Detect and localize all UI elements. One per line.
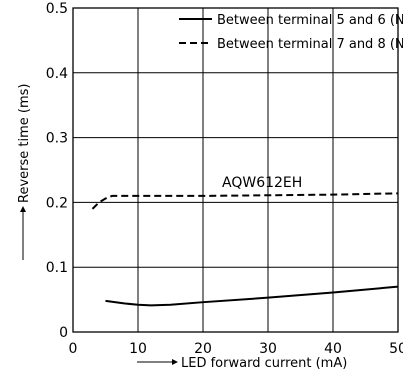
series-layer bbox=[91, 192, 399, 307]
y-tick-label: 0.5 bbox=[46, 1, 68, 17]
legend-layer: Between terminal 5 and 6 (N.O.) Between t… bbox=[179, 13, 403, 52]
x-tick-label: 30 bbox=[259, 341, 277, 357]
x-tick-label: 10 bbox=[129, 341, 147, 357]
y-tick-label: 0.4 bbox=[46, 66, 68, 82]
x-axis-label: LED forward current (mA) bbox=[181, 356, 347, 371]
x-tick-label: 50 bbox=[389, 341, 403, 357]
annotation-label: AQW612EH bbox=[222, 175, 302, 191]
x-tick-label: 0 bbox=[69, 341, 78, 357]
y-tick-label: 0.2 bbox=[46, 195, 68, 211]
y-tick-label: 0.3 bbox=[46, 131, 68, 147]
legend-label-1: Between terminal 5 and 6 (N.O.) bbox=[217, 13, 403, 28]
axes-layer bbox=[72, 7, 399, 333]
y-axis-label: Reverse time (ms) bbox=[17, 84, 32, 203]
label-layer: AQW612EH LED forward current (mA) Reverse … bbox=[17, 84, 347, 371]
x-tick-label: 40 bbox=[324, 341, 342, 357]
x-tick-label: 20 bbox=[194, 341, 212, 357]
x-axis-arrow-head bbox=[172, 359, 178, 365]
plot-frame bbox=[72, 7, 399, 333]
y-tick-label: 0 bbox=[59, 325, 68, 341]
ticks-layer: 0 10 20 30 40 50 0 0.1 0.2 0.3 0.4 0.5 bbox=[46, 1, 403, 357]
y-axis-arrow-head bbox=[20, 206, 26, 212]
y-tick-label: 0.1 bbox=[46, 260, 68, 276]
grid-layer bbox=[73, 8, 398, 332]
legend-label-2: Between terminal 7 and 8 (N.C.) bbox=[217, 37, 403, 52]
series-line-1 bbox=[105, 285, 399, 307]
series-line-2 bbox=[91, 192, 399, 210]
